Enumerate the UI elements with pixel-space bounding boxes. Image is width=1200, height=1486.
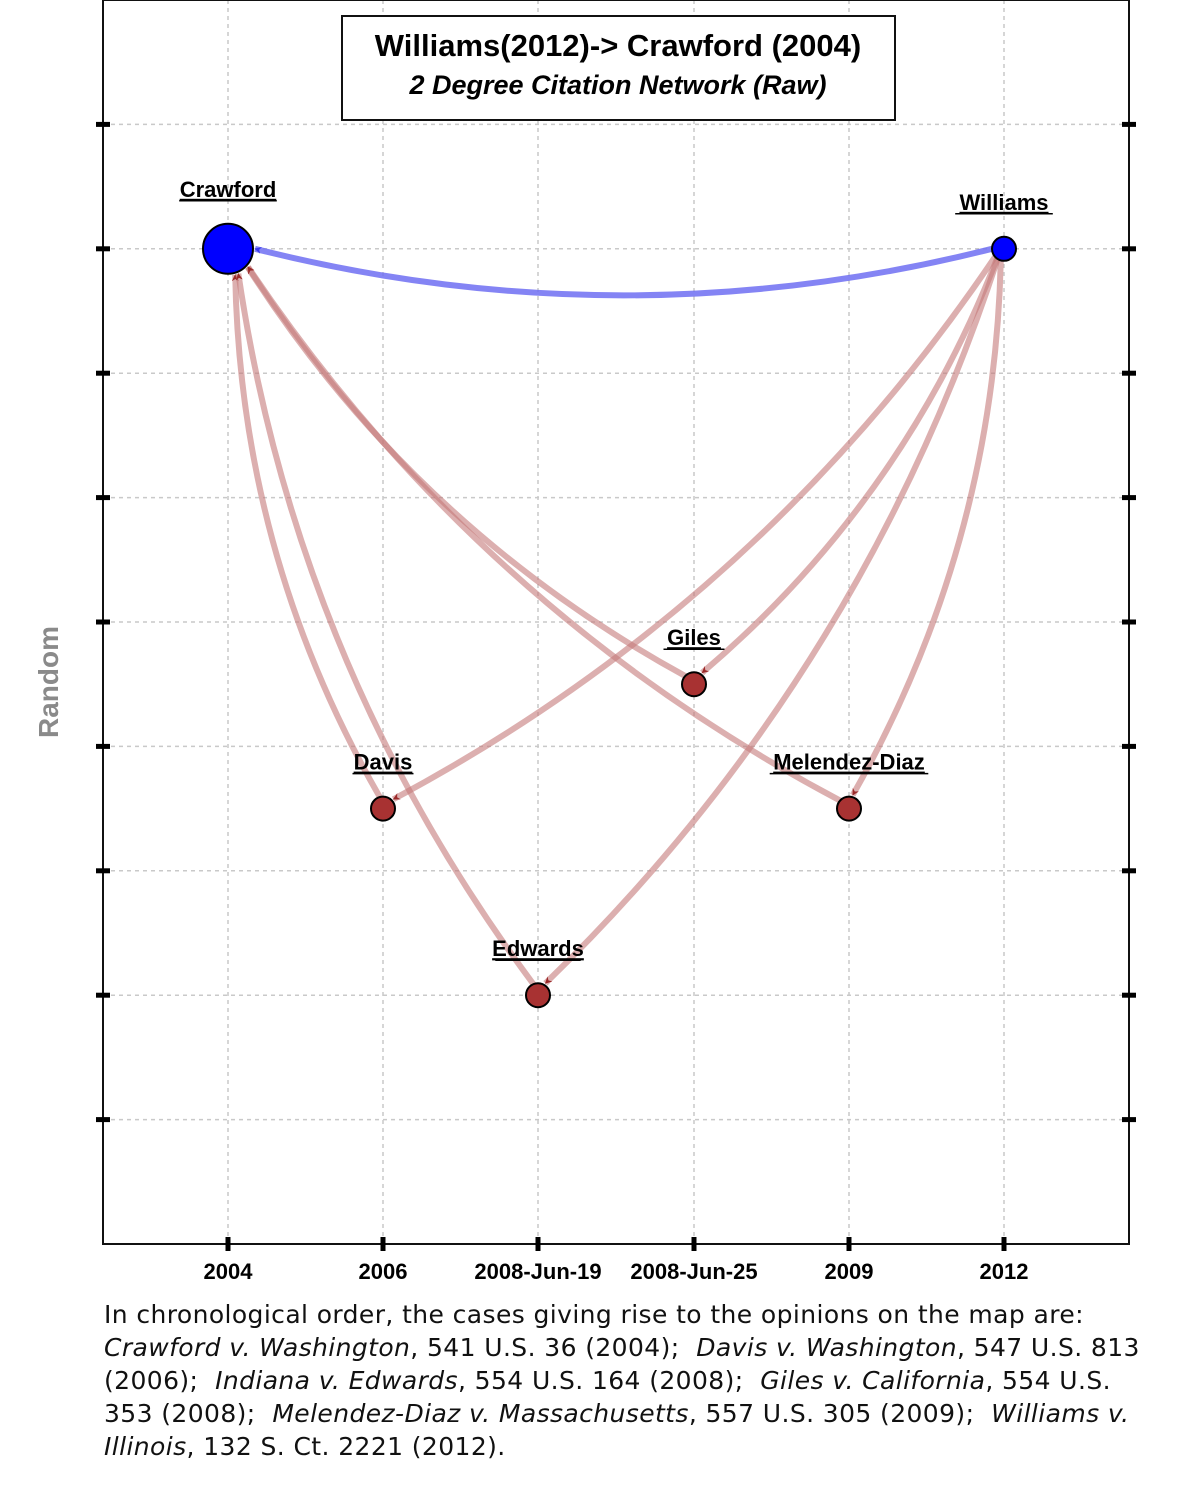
chart-title: Williams(2012)-> Crawford (2004) <box>375 28 861 63</box>
node-melendez-diaz <box>836 795 862 822</box>
citation-edges <box>231 245 1004 986</box>
node-giles <box>681 671 707 698</box>
case-name: Davis v. Washington <box>696 1333 957 1362</box>
x-tick-label: 2012 <box>980 1259 1029 1284</box>
node-label-giles: Giles <box>667 625 721 650</box>
node-label-melendez-diaz: Melendez-Diaz <box>773 750 925 775</box>
node-edwards <box>525 982 551 1009</box>
axis-ticks <box>96 121 1136 1251</box>
node-crawford <box>202 222 254 275</box>
x-tick-label: 2008-Jun-25 <box>630 1259 757 1284</box>
edge-melendez-diaz-to-crawford <box>245 265 842 804</box>
x-tick-label: 2006 <box>359 1259 408 1284</box>
y-axis-label: Random <box>33 626 64 738</box>
case-cite: , 547 U.S. 813 (2006); <box>104 1333 1140 1395</box>
node-davis <box>370 795 396 822</box>
title-box: Williams(2012)-> Crawford (2004) 2 Degre… <box>341 15 896 121</box>
case-citation: Indiana v. Edwards, 554 U.S. 164 (2008); <box>215 1366 744 1395</box>
case-cite: , 554 U.S. 353 (2008); <box>104 1366 1111 1428</box>
case-list: Crawford v. Washington, 541 U.S. 36 (200… <box>104 1333 1140 1461</box>
case-citation: Crawford v. Washington, 541 U.S. 36 (200… <box>104 1333 680 1362</box>
x-tick-label: 2008-Jun-19 <box>474 1259 601 1284</box>
node-label-davis: Davis <box>354 750 413 775</box>
node-label-crawford: Crawford <box>180 177 277 202</box>
case-cite: , 554 U.S. 164 (2008); <box>457 1366 744 1395</box>
case-name: Giles v. California <box>760 1366 986 1395</box>
case-cite: , 132 S. Ct. 2221 (2012). <box>186 1432 506 1461</box>
edge-davis-to-crawford <box>231 274 383 799</box>
case-cite: , 557 U.S. 305 (2009); <box>688 1399 975 1428</box>
case-citation: Giles v. California, 554 U.S. 353 (2008)… <box>104 1366 1111 1428</box>
chart-subtitle: 2 Degree Citation Network (Raw) <box>408 70 826 100</box>
grid-lines <box>103 0 1129 1244</box>
case-name: Crawford v. Washington <box>104 1333 411 1362</box>
citation-network-chart: 2004 2006 2008-Jun-19 2008-Jun-25 2009 2012 R… <box>33 0 1136 1284</box>
node-label-edwards: Edwards <box>492 936 584 961</box>
case-name: Indiana v. Edwards <box>215 1366 458 1395</box>
x-tick-labels: 2004 2006 2008-Jun-19 2008-Jun-25 2009 2012 <box>204 1259 1029 1284</box>
edge-williams-to-melendez-diaz <box>850 260 1004 797</box>
node-williams <box>991 235 1017 262</box>
x-tick-label: 2004 <box>204 1259 254 1284</box>
edge-williams-to-giles <box>700 257 1000 676</box>
edge-williams-to-davis <box>391 255 998 802</box>
case-cite: , 541 U.S. 36 (2004); <box>410 1333 680 1362</box>
case-citation: Williams v. Illinois, 132 S. Ct. 2221 (2… <box>104 1399 1129 1461</box>
case-nodes: Crawford Williams Giles Davis Melendez-Diaz E… <box>179 177 1053 1009</box>
case-name: Williams v. Illinois <box>104 1399 1130 1461</box>
edge-williams-to-crawford <box>254 245 993 299</box>
edge-giles-to-crawford <box>245 265 687 679</box>
caption-intro: In chronological order, the cases giving… <box>104 1300 1084 1329</box>
node-label-williams: Williams <box>959 190 1048 215</box>
case-citation: Davis v. Washington, 547 U.S. 813 (2006)… <box>104 1333 1140 1395</box>
edge-edwards-to-crawford <box>235 273 536 986</box>
case-citation: Melendez-Diaz v. Massachusetts, 557 U.S.… <box>272 1399 974 1428</box>
caption: In chronological order, the cases giving… <box>104 1298 1164 1463</box>
case-name: Melendez-Diaz v. Massachusetts <box>272 1399 689 1428</box>
edge-williams-to-edwards <box>543 258 1001 986</box>
x-tick-label: 2009 <box>825 1259 874 1284</box>
